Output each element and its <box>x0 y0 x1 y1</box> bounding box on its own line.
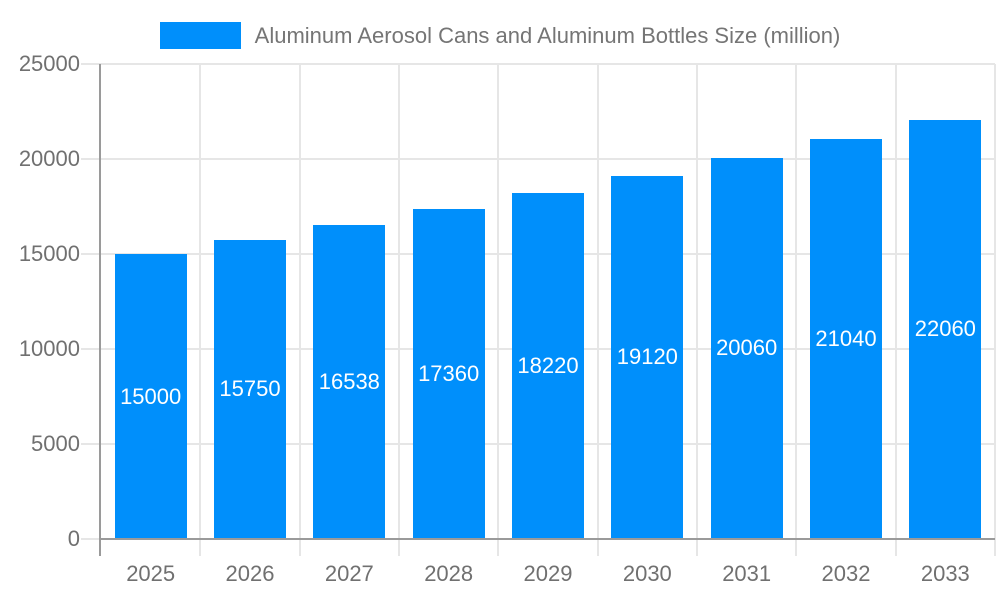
v-gridline <box>596 64 599 556</box>
v-gridline <box>398 64 400 556</box>
x-tick-label: 2028 <box>424 561 474 586</box>
x-tick-label: 2025 <box>126 561 176 586</box>
bar-2032 <box>810 139 882 539</box>
bar-value-label: 15750 <box>219 376 281 402</box>
v-gridline <box>994 64 996 556</box>
x-tick-label: 2032 <box>821 561 871 586</box>
bar-2026 <box>214 239 286 539</box>
y-tick-label: 20000 <box>18 146 80 171</box>
x-tick-label: 2027 <box>324 561 374 586</box>
bar-value-label: 22060 <box>914 316 976 342</box>
bar-value-label: 16538 <box>318 368 380 394</box>
y-tick-label: 15000 <box>18 241 80 266</box>
x-tick-label: 2030 <box>622 561 672 586</box>
v-gridline <box>696 64 698 556</box>
x-axis-labels: 2025 2026 2027 2028 2029 2030 2031 2032 2033 <box>101 561 995 587</box>
y-tick-zero <box>81 538 99 540</box>
bar-2027 <box>313 224 386 539</box>
y-axis-labels: 0 5000 10000 15000 20000 25000 <box>0 51 80 551</box>
x-tick-label: 2029 <box>523 561 573 586</box>
bar-value-label: 15000 <box>120 383 182 409</box>
bar-value-label: 19120 <box>616 344 678 370</box>
y-tick-label: 5000 <box>31 431 80 456</box>
y-axis-line <box>99 64 101 556</box>
x-tick-label: 2033 <box>920 561 970 586</box>
v-gridline <box>497 64 500 556</box>
y-tick-label: 10000 <box>18 336 80 361</box>
legend-label[interactable]: Aluminum Aerosol Cans and Aluminum Bottl… <box>254 22 841 48</box>
h-gridline <box>81 63 995 65</box>
legend-swatch[interactable] <box>159 22 241 49</box>
bar-2025 <box>114 254 187 539</box>
v-gridline <box>795 64 798 556</box>
y-tick-label: 25000 <box>18 51 80 76</box>
bar-value-label: 18220 <box>517 352 579 378</box>
legend[interactable]: Aluminum Aerosol Cans and Aluminum Bottl… <box>0 22 1000 49</box>
v-gridline <box>894 64 897 556</box>
v-gridline <box>199 64 202 556</box>
bar-2031 <box>710 157 783 539</box>
bar-2030 <box>611 175 684 539</box>
bar-value-label: 21040 <box>815 326 877 352</box>
bar-value-label: 17360 <box>418 361 480 387</box>
h-gridline <box>81 158 995 160</box>
bar-2029 <box>512 192 584 539</box>
bar-2028 <box>412 209 485 539</box>
bar-2033 <box>909 119 982 539</box>
x-tick-label: 2031 <box>722 561 772 586</box>
y-tick-label: 0 <box>67 526 80 551</box>
plot-area: 15000 15750 16538 17360 18220 19120 20060 21040… <box>81 63 996 556</box>
bar-value-label: 20060 <box>716 335 778 361</box>
x-tick-label: 2026 <box>225 561 275 586</box>
v-gridline <box>298 64 301 556</box>
x-axis-line <box>101 538 995 540</box>
